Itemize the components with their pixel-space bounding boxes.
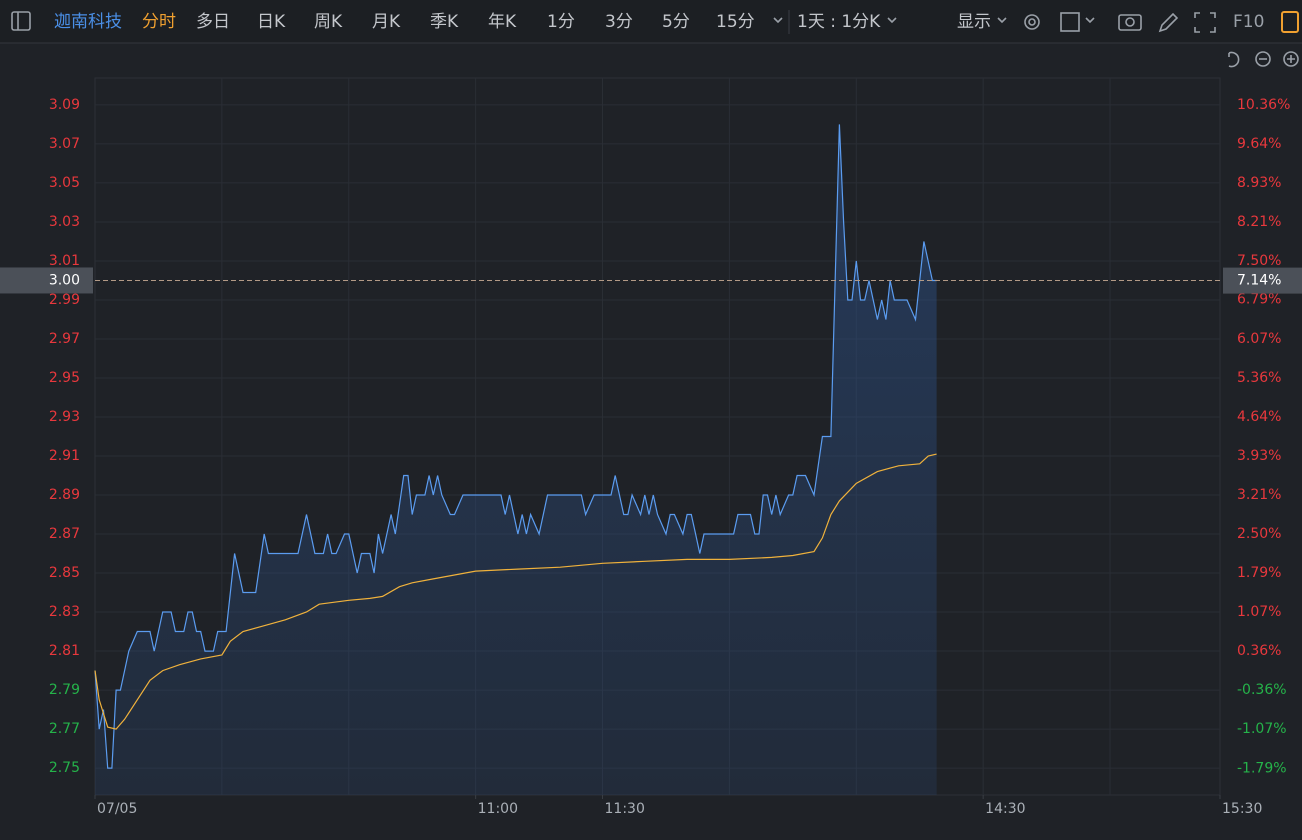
y-tick-label: 2.75 (49, 760, 80, 776)
more-chevron[interactable] (773, 17, 783, 24)
plot (94, 124, 937, 795)
y2-tick-label: 7.50% (1237, 253, 1281, 269)
stock-name[interactable]: 迦南科技 (54, 12, 122, 32)
y-tick-label: 2.87 (49, 526, 80, 542)
screenshot-icon[interactable] (1118, 14, 1142, 31)
sidebar-toggle[interactable] (11, 11, 31, 31)
last-price-box (0, 267, 93, 294)
tab[interactable]: 3分 (605, 12, 633, 32)
y-tick-label: 2.97 (49, 331, 80, 347)
layout-icon[interactable] (1060, 12, 1080, 32)
y2-tick-label: 10.36% (1237, 97, 1290, 113)
last-pct-box (1223, 267, 1302, 294)
y-tick-label: 3.09 (49, 97, 80, 113)
y2-tick-label: -0.36% (1237, 682, 1287, 698)
y2-tick-label: 0.36% (1237, 643, 1281, 659)
tab[interactable]: 年K (488, 12, 517, 32)
x-tick-label: 11:30 (605, 801, 645, 817)
y2-tick-label: 2.50% (1237, 526, 1281, 542)
axes: 3.09 3.07 3.05 3.03 3.01 2.99 2.97 2.95 2.93 2.91… (0, 97, 1302, 817)
tab[interactable]: 分时 (142, 12, 176, 32)
period-select[interactable]: 1天 : 1分K (797, 12, 881, 32)
y-tick-label: 2.89 (49, 487, 80, 503)
average-line (94, 453, 937, 730)
y-tick-label: 3.03 (49, 214, 80, 230)
tabs: 分时 多日 日K 周K 月K 季K 年K 1分 3分 5分 15分 (142, 12, 755, 32)
y-tick-label: 2.81 (49, 643, 80, 659)
y-tick-label: 2.77 (49, 721, 80, 737)
tab[interactable]: 季K (430, 12, 459, 32)
x-tick-label: 14:30 (985, 801, 1025, 817)
toolbar (0, 0, 1302, 43)
y-tick-label: 3.01 (49, 253, 80, 269)
price-line (94, 124, 937, 769)
y-tick-label: 3.07 (49, 136, 80, 152)
y2-tick-label: 3.93% (1237, 448, 1281, 464)
settings-icon[interactable] (1024, 14, 1040, 30)
zoom-out[interactable] (1255, 51, 1271, 67)
y2-tick-label: 3.21% (1237, 487, 1281, 503)
y2-tick-label: 8.21% (1237, 214, 1281, 230)
y-tick-label: 2.83 (49, 604, 80, 620)
settings-icon-core (1028, 18, 1036, 26)
tab[interactable]: 月K (372, 12, 401, 32)
y2-tick-label: 1.07% (1237, 604, 1281, 620)
x-tick-label: 07/05 (97, 801, 137, 817)
tab[interactable]: 多日 (196, 12, 230, 32)
price-area (95, 124, 937, 795)
last-price-label: 3.00 (49, 272, 80, 288)
x-tick-label: 15:30 (1222, 801, 1262, 817)
y2-tick-label: 4.64% (1237, 409, 1281, 425)
y2-tick-label: -1.07% (1237, 721, 1287, 737)
y2-tick-label: 6.79% (1237, 292, 1281, 308)
y2-tick-label: 9.64% (1237, 136, 1281, 152)
zoom-in-sign (1287, 55, 1295, 63)
y2-tick-label: 5.36% (1237, 370, 1281, 386)
reset-icon[interactable] (1228, 51, 1240, 68)
y-tick-label: 3.05 (49, 175, 80, 191)
f10-button[interactable]: F10 (1233, 12, 1264, 32)
y2-tick-label: 1.79% (1237, 565, 1281, 581)
tab[interactable]: 日K (257, 12, 286, 32)
display-chevron[interactable] (997, 17, 1007, 24)
zoom-in[interactable] (1283, 51, 1299, 67)
fullscreen-icon[interactable] (1194, 12, 1216, 33)
y2-tick-label: 6.07% (1237, 331, 1281, 347)
tab[interactable]: 1分 (547, 12, 575, 32)
panel-toggle[interactable] (1281, 11, 1299, 33)
draw-icon[interactable] (1158, 12, 1179, 33)
y2-tick-label: 8.93% (1237, 175, 1281, 191)
display-menu[interactable]: 显示 (957, 12, 991, 32)
y-tick-label: 2.95 (49, 370, 80, 386)
period-chevron[interactable] (887, 17, 897, 24)
y-tick-label: 2.85 (49, 565, 80, 581)
x-tick-label: 11:00 (478, 801, 518, 817)
y-tick-label: 2.93 (49, 409, 80, 425)
last-pct-label: 7.14% (1237, 273, 1281, 289)
y-tick-label: 2.79 (49, 682, 80, 698)
screenshot-lens (1125, 17, 1135, 27)
layout-chevron[interactable] (1085, 17, 1095, 24)
y-tick-label: 2.91 (49, 448, 80, 464)
y-tick-label: 2.99 (49, 292, 80, 308)
tab[interactable]: 15分 (716, 12, 755, 32)
tab[interactable]: 5分 (662, 12, 690, 32)
tab[interactable]: 周K (314, 12, 343, 32)
y2-tick-label: -1.79% (1237, 760, 1287, 776)
